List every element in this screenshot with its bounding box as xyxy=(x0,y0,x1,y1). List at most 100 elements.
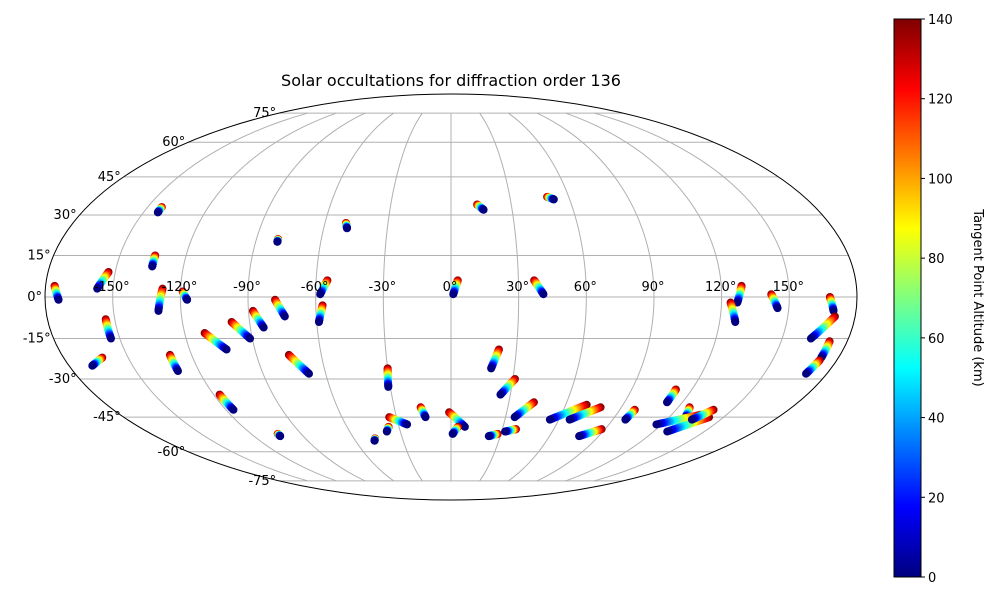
lat-tick-label: 60° xyxy=(162,135,185,150)
occultation-point xyxy=(222,345,231,354)
latitude-tick-labels: -75° -60° -45° -30° -15° 0° 15° 30° 45° 60° 75° xyxy=(23,106,276,489)
occultation-point xyxy=(403,420,412,429)
occultation-point xyxy=(565,415,574,424)
occultation-point xyxy=(276,432,285,441)
lon-tick-label: 60° xyxy=(574,280,597,295)
occultation-track xyxy=(200,329,231,354)
lon-tick-label: 90° xyxy=(641,280,664,295)
occultation-track xyxy=(284,350,313,378)
meridian-150 xyxy=(594,112,790,482)
occultation-track xyxy=(501,425,521,436)
occultation-point xyxy=(545,415,554,424)
occultation-track xyxy=(825,293,838,315)
occultation-track xyxy=(473,200,488,214)
occultation-track xyxy=(215,390,238,414)
occultation-track xyxy=(663,385,680,407)
occultation-point xyxy=(421,413,430,422)
colorbar-tick-label: 120 xyxy=(928,93,953,108)
occultation-point xyxy=(246,334,255,343)
colorbar-tick-label: 80 xyxy=(928,252,945,267)
occultation-point xyxy=(487,364,496,373)
occultation-track xyxy=(565,403,605,424)
occultation-track xyxy=(154,284,167,315)
occultation-track xyxy=(530,276,548,299)
occultation-point xyxy=(539,290,548,299)
occultation-track xyxy=(484,429,502,441)
occultation-point xyxy=(652,420,661,429)
occultation-track xyxy=(370,434,379,445)
occultation-point xyxy=(663,398,671,407)
lat-tick-label: -30° xyxy=(49,372,77,387)
occultation-point xyxy=(54,295,63,304)
occultation-point xyxy=(280,312,289,321)
occultation-track xyxy=(165,350,182,376)
occultation-point xyxy=(107,334,115,343)
lat-tick-label: 45° xyxy=(98,170,121,185)
occultation-point xyxy=(687,415,696,424)
lon-tick-label: -30° xyxy=(368,280,396,295)
lat-tick-label: 0° xyxy=(27,290,42,305)
occultation-track xyxy=(93,268,113,293)
occultation-point xyxy=(370,436,379,445)
colorbar-tick-label: 60 xyxy=(928,332,945,347)
lat-tick-label: -45° xyxy=(93,410,121,425)
lon-tick-label: -120° xyxy=(161,280,197,295)
occultation-point xyxy=(173,367,182,376)
occultation-track xyxy=(445,408,469,431)
occultation-point xyxy=(733,298,742,307)
occultation-track xyxy=(449,276,462,299)
occultation-point xyxy=(305,369,313,378)
occultation-point xyxy=(549,195,558,204)
occultation-point xyxy=(484,432,493,441)
occultation-points xyxy=(50,192,839,445)
occultation-point xyxy=(343,224,351,233)
occultation-point xyxy=(382,427,391,436)
lon-tick-label: -90° xyxy=(233,280,261,295)
occultation-point xyxy=(802,369,811,378)
occultation-track xyxy=(802,356,824,378)
occultation-track xyxy=(416,403,430,422)
occultation-track xyxy=(545,400,591,424)
occultation-point xyxy=(154,306,163,315)
occultation-point xyxy=(88,361,97,370)
meridian-120 xyxy=(565,112,723,482)
occultation-point xyxy=(148,262,157,271)
occultation-point xyxy=(663,427,672,436)
occultation-track xyxy=(510,398,538,422)
occultation-track xyxy=(88,353,107,370)
colorbar xyxy=(893,18,922,578)
lon-tick-label: -60° xyxy=(301,280,329,295)
occultation-track xyxy=(726,298,740,326)
occultation-point xyxy=(314,318,323,326)
occultation-track xyxy=(448,422,462,438)
meridian-60 xyxy=(507,112,587,482)
lat-tick-label: -15° xyxy=(23,332,51,347)
meridian--30 xyxy=(382,112,423,482)
occultation-track xyxy=(316,276,332,299)
lon-tick-label: 0° xyxy=(443,280,458,295)
lat-tick-label: -60° xyxy=(158,445,186,460)
lon-tick-label: 150° xyxy=(773,280,804,295)
occultation-point xyxy=(510,413,519,422)
occultation-track xyxy=(342,218,351,233)
occultation-point xyxy=(93,284,102,293)
colorbar-tick-label: 140 xyxy=(928,13,953,28)
lon-tick-label: -150° xyxy=(94,280,130,295)
occultation-point xyxy=(621,415,630,424)
meridian--120 xyxy=(179,112,337,482)
occultation-point xyxy=(448,429,457,438)
occultation-point xyxy=(449,290,458,299)
occultation-track xyxy=(101,315,115,343)
occultation-track xyxy=(733,281,746,307)
occultation-point xyxy=(460,422,469,431)
occultation-point xyxy=(496,390,505,399)
occultation-track xyxy=(621,405,639,424)
occultation-track xyxy=(487,345,503,373)
colorbar-tick-label: 100 xyxy=(928,172,953,187)
occultation-track xyxy=(687,405,718,424)
occultation-track xyxy=(248,306,268,332)
occultation-track xyxy=(50,281,63,304)
occultation-track xyxy=(383,364,393,391)
occultation-track xyxy=(271,295,289,321)
occultation-point xyxy=(501,427,510,436)
